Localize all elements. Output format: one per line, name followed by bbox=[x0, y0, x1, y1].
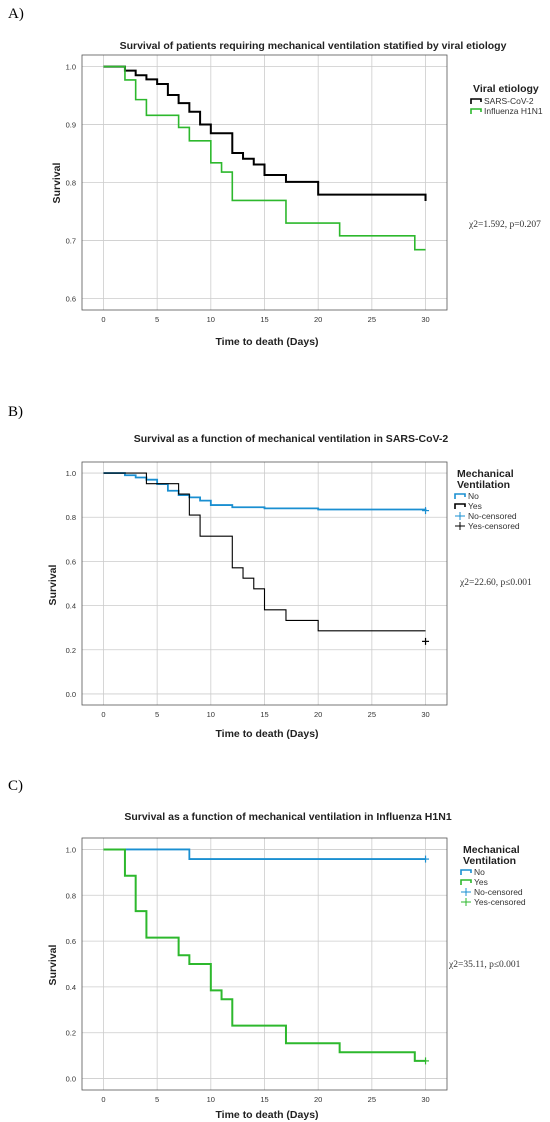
x-tick-label: 20 bbox=[314, 710, 322, 719]
x-axis-title: Time to death (Days) bbox=[215, 1109, 318, 1121]
legend-label: No-censored bbox=[474, 887, 523, 897]
gridlines bbox=[82, 462, 447, 705]
x-tick-label: 20 bbox=[314, 315, 322, 324]
y-tick-label: 0.6 bbox=[66, 557, 76, 566]
legend-label: Yes-censored bbox=[474, 897, 526, 907]
legend-key bbox=[454, 503, 466, 509]
x-tick-label: 15 bbox=[260, 710, 268, 719]
y-tick-label: 0.2 bbox=[66, 646, 76, 655]
y-tick-label: 0.9 bbox=[66, 121, 76, 130]
plot-frame bbox=[81, 837, 448, 1091]
gridlines bbox=[82, 55, 447, 310]
panel-label: B) bbox=[8, 404, 23, 420]
chart-title: Survival as a function of mechanical ven… bbox=[134, 433, 449, 445]
series-line-influenza-h1n1 bbox=[103, 65, 426, 251]
y-tick-label: 0.7 bbox=[66, 236, 76, 245]
legend-label: Yes bbox=[474, 877, 488, 887]
x-tick-label: 20 bbox=[314, 1095, 322, 1104]
x-tick-label: 0 bbox=[101, 710, 105, 719]
legend-title: Mechanical bbox=[457, 468, 514, 480]
x-tick-label: 5 bbox=[155, 710, 159, 719]
chart-panel-a: A) Survival of patients requiring mechani… bbox=[8, 6, 543, 348]
y-axis-title: Survival bbox=[47, 944, 59, 985]
x-axis-title: Time to death (Days) bbox=[215, 336, 318, 348]
legend-key bbox=[454, 493, 466, 499]
y-tick-label: 0.0 bbox=[66, 690, 76, 699]
y-tick-label: 0.4 bbox=[66, 602, 76, 611]
plot-frame bbox=[81, 54, 448, 311]
x-tick-label: 10 bbox=[207, 710, 215, 719]
series-line-yes bbox=[103, 848, 426, 1062]
y-axis-title: Survival bbox=[51, 162, 63, 203]
x-tick-label: 5 bbox=[155, 315, 159, 324]
series-line-sars-cov-2 bbox=[103, 65, 427, 202]
censor-mark bbox=[422, 855, 430, 863]
x-tick-label: 30 bbox=[421, 710, 429, 719]
legend-label: Yes-censored bbox=[468, 521, 520, 531]
legend-label: No bbox=[474, 867, 485, 877]
chart-panel-b: B) Survival as a function of mechanical v… bbox=[8, 404, 532, 740]
y-tick-label: 0.4 bbox=[66, 983, 76, 992]
x-tick-label: 15 bbox=[260, 1095, 268, 1104]
legend-title: Ventilation bbox=[457, 479, 510, 491]
legend-label: No bbox=[468, 491, 479, 501]
chart-title: Survival as a function of mechanical ven… bbox=[124, 811, 451, 823]
panel-label: C) bbox=[8, 778, 23, 794]
x-tick-label: 25 bbox=[368, 710, 376, 719]
logrank-stat: χ2=35.11, p≤0.001 bbox=[448, 960, 521, 970]
censor-mark bbox=[422, 637, 430, 645]
series-line-yes bbox=[103, 472, 426, 632]
x-axis-title: Time to death (Days) bbox=[215, 728, 318, 740]
y-tick-label: 1.0 bbox=[66, 845, 76, 854]
legend-key bbox=[460, 879, 472, 885]
x-tick-label: 10 bbox=[207, 1095, 215, 1104]
y-tick-label: 0.8 bbox=[66, 179, 76, 188]
censor-mark bbox=[422, 507, 430, 515]
chart-panel-c: C) Survival as a function of mechanical v… bbox=[8, 778, 526, 1121]
legend-label: SARS-CoV-2 bbox=[484, 96, 534, 106]
legend-title: Ventilation bbox=[463, 855, 516, 867]
legend-label: No-censored bbox=[468, 511, 517, 521]
x-tick-label: 5 bbox=[155, 1095, 159, 1104]
y-tick-label: 0.8 bbox=[66, 513, 76, 522]
x-tick-label: 25 bbox=[368, 1095, 376, 1104]
legend-key bbox=[460, 869, 472, 875]
y-tick-label: 0.6 bbox=[66, 294, 76, 303]
legend: MechanicalVentilationNoYesNo-censoredYes… bbox=[454, 468, 520, 531]
logrank-stat: χ2=22.60, p≤0.001 bbox=[459, 578, 532, 588]
x-tick-label: 25 bbox=[368, 315, 376, 324]
x-tick-label: 30 bbox=[421, 1095, 429, 1104]
x-tick-label: 0 bbox=[101, 315, 105, 324]
y-tick-label: 1.0 bbox=[66, 63, 76, 72]
plot-frame bbox=[81, 461, 448, 706]
x-tick-label: 10 bbox=[207, 315, 215, 324]
legend-title: Viral etiology bbox=[473, 83, 539, 95]
y-tick-label: 0.6 bbox=[66, 937, 76, 946]
x-tick-label: 30 bbox=[421, 315, 429, 324]
x-tick-label: 15 bbox=[260, 315, 268, 324]
legend-key bbox=[470, 98, 482, 104]
x-tick-label: 0 bbox=[101, 1095, 105, 1104]
legend-label: Yes bbox=[468, 501, 482, 511]
legend-label: Influenza H1N1 bbox=[484, 106, 543, 116]
chart-title: Survival of patients requiring mechanica… bbox=[120, 40, 507, 52]
y-tick-label: 0.0 bbox=[66, 1075, 76, 1084]
legend: MechanicalVentilationNoYesNo-censoredYes… bbox=[460, 844, 526, 907]
y-tick-label: 0.8 bbox=[66, 891, 76, 900]
legend-key bbox=[470, 108, 482, 114]
y-tick-label: 0.2 bbox=[66, 1029, 76, 1038]
y-tick-label: 1.0 bbox=[66, 469, 76, 478]
y-axis-title: Survival bbox=[47, 564, 59, 605]
censor-mark bbox=[422, 1057, 430, 1065]
logrank-stat: χ2=1.592, p=0.207 bbox=[468, 220, 541, 230]
series-line-no bbox=[103, 848, 426, 860]
legend-title: Mechanical bbox=[463, 844, 520, 856]
panel-label: A) bbox=[8, 6, 24, 22]
